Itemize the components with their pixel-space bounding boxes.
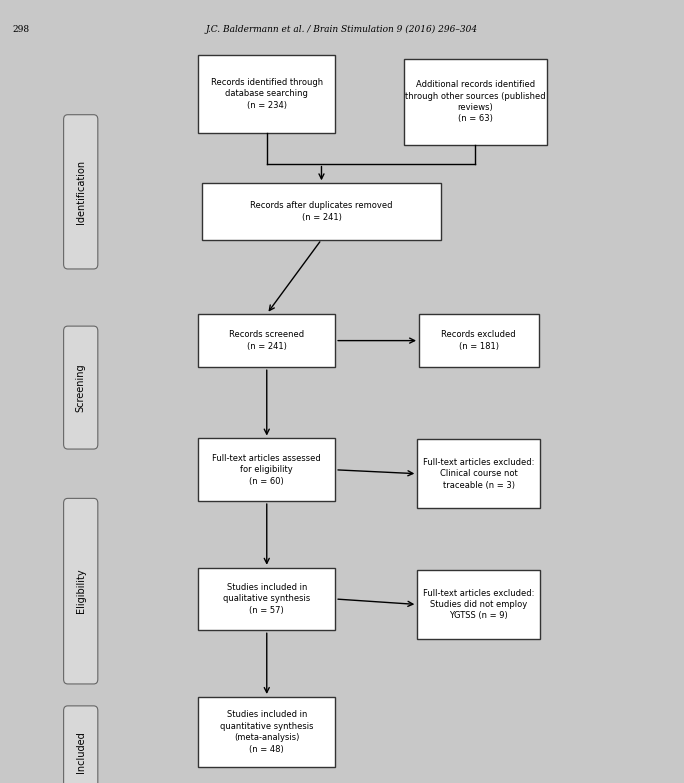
FancyBboxPatch shape: [417, 439, 540, 508]
FancyBboxPatch shape: [202, 183, 441, 240]
Text: Included: Included: [76, 731, 86, 773]
FancyBboxPatch shape: [198, 697, 335, 767]
Text: Full-text articles assessed
for eligibility
(n = 60): Full-text articles assessed for eligibil…: [213, 454, 321, 485]
Text: Studies included in
quantitative synthesis
(meta-analysis)
(n = 48): Studies included in quantitative synthes…: [220, 710, 313, 754]
FancyBboxPatch shape: [198, 568, 335, 630]
Text: Records screened
(n = 241): Records screened (n = 241): [229, 330, 304, 351]
FancyBboxPatch shape: [64, 498, 98, 684]
Text: Records identified through
database searching
(n = 234): Records identified through database sear…: [211, 78, 323, 110]
Text: Eligibility: Eligibility: [76, 569, 86, 613]
Text: Full-text articles excluded:
Studies did not employ
YGTSS (n = 9): Full-text articles excluded: Studies did…: [423, 589, 534, 620]
Text: Studies included in
qualitative synthesis
(n = 57): Studies included in qualitative synthesi…: [223, 583, 311, 615]
FancyBboxPatch shape: [198, 55, 335, 133]
FancyBboxPatch shape: [417, 570, 540, 639]
Text: 298: 298: [12, 25, 29, 34]
Text: Screening: Screening: [76, 363, 86, 412]
Text: J.C. Baldermann et al. / Brain Stimulation 9 (2016) 296–304: J.C. Baldermann et al. / Brain Stimulati…: [206, 25, 478, 34]
Text: Full-text articles excluded:
Clinical course not
traceable (n = 3): Full-text articles excluded: Clinical co…: [423, 458, 534, 489]
FancyBboxPatch shape: [64, 706, 98, 783]
Text: Records after duplicates removed
(n = 241): Records after duplicates removed (n = 24…: [250, 201, 393, 222]
FancyBboxPatch shape: [64, 326, 98, 449]
Text: Additional records identified
through other sources (published
reviews)
(n = 63): Additional records identified through ot…: [405, 80, 546, 124]
FancyBboxPatch shape: [64, 114, 98, 269]
FancyBboxPatch shape: [419, 314, 538, 367]
FancyBboxPatch shape: [198, 438, 335, 501]
Text: Records excluded
(n = 181): Records excluded (n = 181): [441, 330, 516, 351]
FancyBboxPatch shape: [404, 59, 547, 145]
Text: Identification: Identification: [76, 160, 86, 224]
FancyBboxPatch shape: [198, 314, 335, 367]
